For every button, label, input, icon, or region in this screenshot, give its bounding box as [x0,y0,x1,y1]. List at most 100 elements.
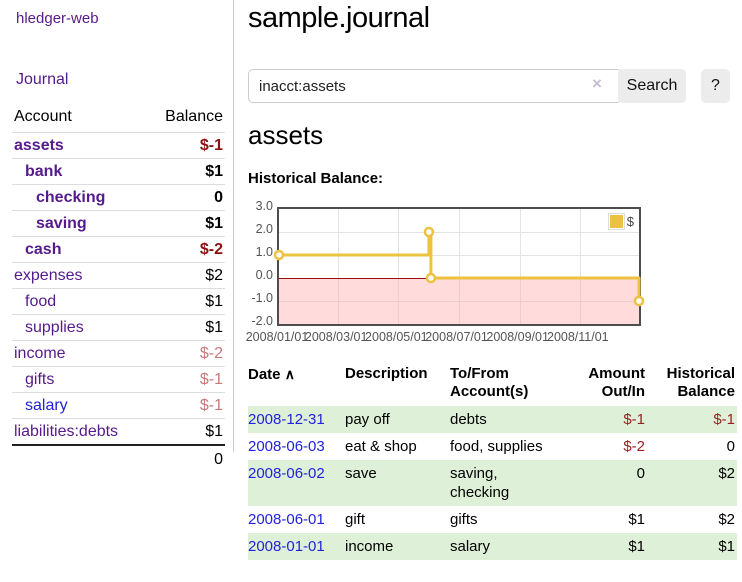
account-balance: $-1 [199,397,223,414]
account-balance: 0 [214,189,223,206]
sidebar-account-checking[interactable]: checking [36,189,106,206]
account-row: cash $-2 [12,236,225,263]
sidebar-account-food[interactable]: food [25,293,57,310]
transaction-amount: 0 [636,465,645,482]
legend-series-label: $ [626,214,634,229]
transaction-description: eat & shop [345,438,417,455]
transaction-amount: $-1 [623,411,645,428]
transaction-accounts: food, supplies [450,438,543,455]
chart-title: Historical Balance: [248,170,384,187]
transaction-balance: $1 [718,538,735,555]
sidebar-account-salary[interactable]: salary [25,397,68,414]
amount-column-header: Amount Out/In [588,365,645,400]
date-column-header[interactable]: Date ∧ [248,366,295,383]
transaction-accounts: saving, checking [450,465,510,501]
transaction-balance: $2 [718,465,735,482]
data-point-marker [273,249,285,261]
x-axis-label: 2008/09/01 [486,330,549,344]
sidebar-account-gifts[interactable]: gifts [25,371,55,388]
accounts-total-row: 0 [12,445,225,472]
help-button[interactable]: ? [701,69,730,103]
sidebar-account-saving[interactable]: saving [36,215,87,232]
chart-legend: $ [606,213,636,230]
search-button[interactable]: Search [618,69,686,103]
account-balance: $-2 [199,345,223,362]
account-column-header: Account [14,108,72,125]
transaction-accounts: debts [450,411,487,428]
negative-region [279,278,639,324]
transaction-amount: $-2 [623,438,645,455]
transaction-row: 2008-01-01 income salary $1 $1 [248,533,737,560]
sidebar-account-supplies[interactable]: supplies [25,319,84,336]
accounts-column-header: To/From Account(s) [450,365,529,400]
sidebar-item-journal[interactable]: Journal [16,71,69,88]
account-balance: $2 [205,267,223,284]
transaction-row: 2008-06-02 save saving, checking 0 $2 [248,460,737,506]
search-input[interactable] [248,69,622,103]
chart-plot-area: $ [273,207,645,326]
historical-balance-chart: 3.0 2.0 1.0 0.0 -1.0 -2.0 $ 2008/01/01 2008/03… [245,199,737,348]
total-spacer [12,445,140,472]
main-content: sample.journal × Search ? assets Histori… [245,0,737,582]
transaction-balance: 0 [726,438,735,455]
x-axis-label: 2008/03/01 [304,330,368,344]
x-axis-label: 2008/01/01 [245,330,309,344]
transaction-row: 2008-12-31 pay off debts $-1 $-1 [248,406,737,433]
y-axis-label: 1.0 [255,245,273,259]
y-axis-label: 2.0 [255,222,273,236]
data-point-marker [423,226,435,238]
register-body: 2008-12-31 pay off debts $-1 $-1 2008-06-03 ea… [248,406,737,560]
sidebar-account-bank[interactable]: bank [25,163,63,180]
x-axis-label: 2008/11/01 [546,330,609,344]
sidebar-account-income[interactable]: income [14,345,66,362]
transaction-row: 2008-06-01 gift gifts $1 $2 [248,506,737,533]
vertical-gridline [458,209,460,324]
sort-ascending-icon: ∧ [284,366,295,382]
account-balance: $1 [205,215,223,232]
account-row: supplies $1 [12,314,225,341]
sidebar-account-expenses[interactable]: expenses [14,267,83,284]
sidebar-account-liabilities-debts[interactable]: liabilities:debts [14,423,119,440]
vertical-gridline [338,209,340,324]
transaction-date-link[interactable]: 2008-01-01 [248,538,325,555]
account-row: income $-2 [12,340,225,367]
transaction-date-link[interactable]: 2008-06-01 [248,511,325,528]
transaction-date-link[interactable]: 2008-06-02 [248,465,325,482]
account-row: liabilities:debts $1 [12,418,225,446]
account-balance: $1 [205,319,223,336]
sidebar: hledger-web Journal Account Balance asse… [0,0,234,468]
sidebar-account-cash[interactable]: cash [25,241,62,258]
account-row: assets $-1 [12,132,225,159]
account-balance: $-1 [199,371,223,388]
page-title: sample.journal [248,2,430,34]
account-balance: $-1 [199,137,223,154]
accounts-table: Account Balance assets $-1 bank $1 checking 0… [12,104,225,472]
vertical-gridline [579,209,581,324]
accounts-table-header: Account Balance [12,104,225,133]
y-axis-label: -2.0 [251,314,273,328]
accounts-total-balance: 0 [214,451,223,468]
transaction-description: pay off [345,411,390,428]
register-table: Date ∧ Description To/From Account(s) Am… [248,363,737,560]
balance-column-header2: Historical Balance [666,365,735,400]
transaction-date-link[interactable]: 2008-06-03 [248,438,325,455]
transaction-description: save [345,465,377,482]
brand-link[interactable]: hledger-web [16,10,99,27]
register-header-row: Date ∧ Description To/From Account(s) Am… [248,363,737,406]
data-point-marker [425,272,437,284]
transaction-accounts: salary [450,538,491,555]
transaction-balance: $2 [718,511,735,528]
data-point-marker [633,295,645,307]
sidebar-account-assets[interactable]: assets [14,137,64,154]
account-row: food $1 [12,288,225,315]
y-axis-label: 3.0 [255,199,273,213]
account-row: checking 0 [12,184,225,211]
transaction-date-link[interactable]: 2008-12-31 [248,411,325,428]
balance-column-header: Balance [165,108,223,125]
description-column-header: Description [345,365,428,382]
balance-series [273,226,645,307]
account-row: saving $1 [12,210,225,237]
vertical-gridline [398,209,400,324]
account-balance: $1 [205,423,223,440]
clear-search-icon[interactable]: × [592,74,602,93]
